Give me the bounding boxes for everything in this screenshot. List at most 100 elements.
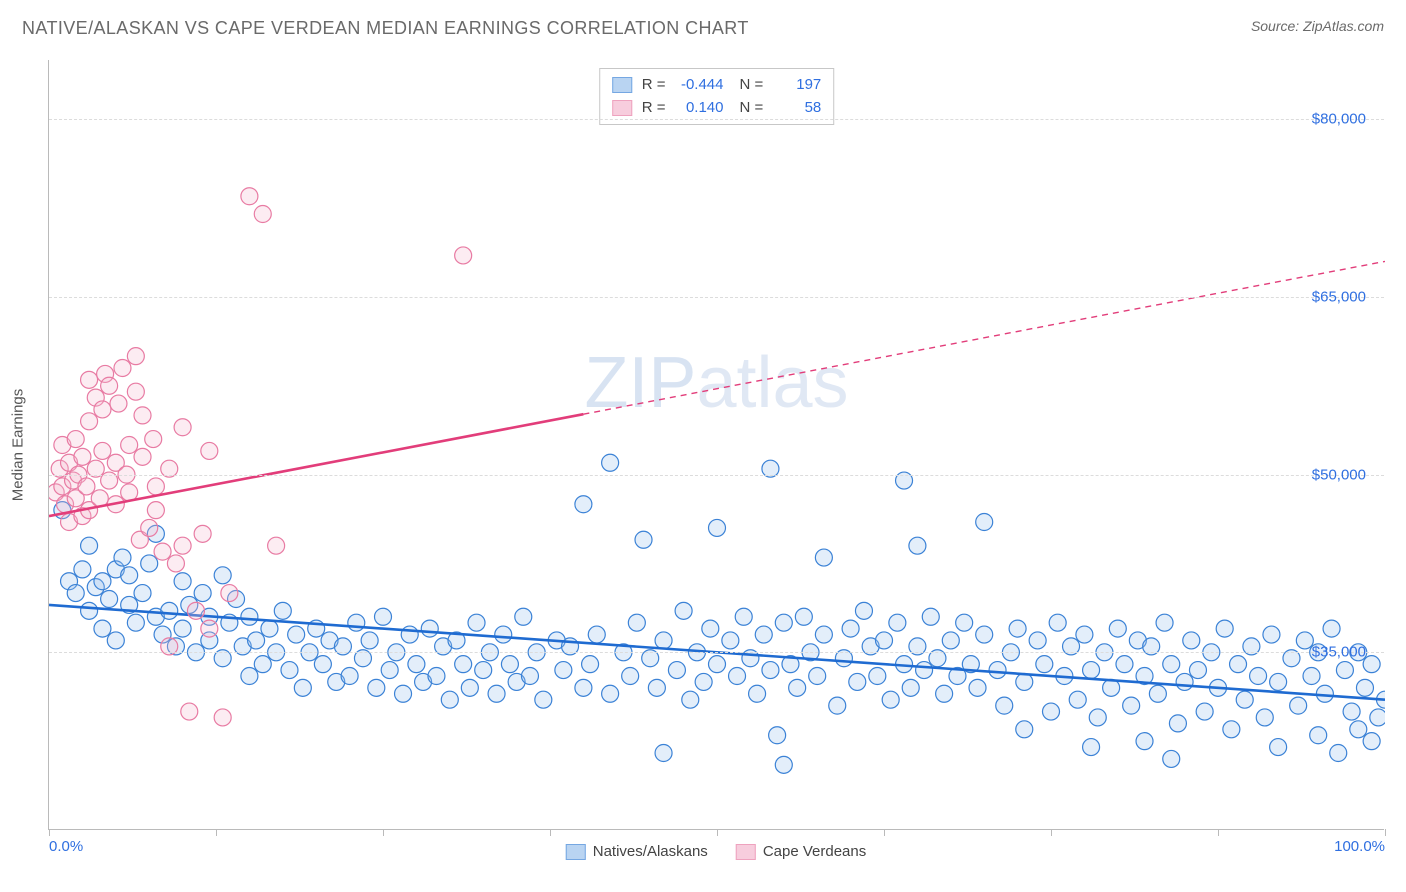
natives-point: [455, 656, 472, 673]
natives-point: [876, 632, 893, 649]
legend-swatch: [566, 844, 586, 860]
natives-point: [648, 679, 665, 696]
gridline-h: [49, 297, 1384, 298]
natives-point: [916, 662, 933, 679]
natives-point: [1069, 691, 1086, 708]
natives-point: [314, 656, 331, 673]
x-tick: [1218, 829, 1219, 836]
natives-point: [81, 602, 98, 619]
natives-point: [341, 668, 358, 685]
capeverdeans-point: [101, 377, 118, 394]
capeverdeans-point: [61, 514, 78, 531]
x-tick-label: 100.0%: [1334, 838, 1385, 855]
natives-point: [241, 668, 258, 685]
watermark: ZIPatlas: [584, 342, 848, 424]
capeverdeans-point: [221, 585, 238, 602]
natives-point: [121, 596, 138, 613]
natives-point: [1109, 620, 1126, 637]
capeverdeans-point: [114, 360, 131, 377]
legend-item-natives: Natives/Alaskans: [566, 843, 708, 860]
x-tick: [49, 829, 50, 836]
capeverdeans-point: [54, 478, 71, 495]
capeverdeans-point: [194, 525, 211, 542]
natives-point: [789, 679, 806, 696]
capeverdeans-point: [147, 502, 164, 519]
natives-point: [729, 668, 746, 685]
capeverdeans-point: [107, 496, 124, 513]
natives-point: [702, 620, 719, 637]
natives-point: [294, 679, 311, 696]
legend-label: Natives/Alaskans: [593, 843, 708, 860]
capeverdeans-point: [141, 519, 158, 536]
legend-item-capeverdeans: Cape Verdeans: [736, 843, 866, 860]
capeverdeans-point: [74, 448, 91, 465]
natives-point: [762, 662, 779, 679]
stats-r-label: R =: [642, 74, 666, 97]
capeverdeans-point: [241, 188, 258, 205]
natives-point: [321, 632, 338, 649]
natives-point: [107, 561, 124, 578]
natives-point: [468, 614, 485, 631]
natives-point: [375, 608, 392, 625]
natives-point: [775, 756, 792, 773]
capeverdeans-point: [181, 703, 198, 720]
capeverdeans-trend-solid: [49, 414, 583, 516]
stats-n-value: 197: [773, 74, 821, 97]
natives-point: [1330, 745, 1347, 762]
natives-point: [575, 496, 592, 513]
natives-point: [141, 555, 158, 572]
stats-r-value: 0.140: [676, 97, 724, 120]
natives-point: [735, 608, 752, 625]
capeverdeans-point: [81, 413, 98, 430]
natives-point: [288, 626, 305, 643]
natives-point: [121, 567, 138, 584]
natives-point: [134, 585, 151, 602]
natives-point: [782, 656, 799, 673]
chart-container: Median Earnings ZIPatlas R =-0.444N =197…: [48, 60, 1384, 830]
natives-point: [361, 632, 378, 649]
capeverdeans-point: [94, 442, 111, 459]
x-tick: [717, 829, 718, 836]
natives-point: [1076, 626, 1093, 643]
natives-point: [709, 656, 726, 673]
natives-point: [709, 519, 726, 536]
natives-point: [94, 620, 111, 637]
bottom-legend: Natives/Alaskans Cape Verdeans: [566, 843, 866, 860]
natives-point: [495, 626, 512, 643]
natives-point: [241, 608, 258, 625]
capeverdeans-point: [49, 484, 64, 501]
natives-point: [889, 614, 906, 631]
gridline-h: [49, 119, 1384, 120]
capeverdeans-point: [134, 407, 151, 424]
natives-point: [936, 685, 953, 702]
natives-point: [1236, 691, 1253, 708]
x-tick: [884, 829, 885, 836]
capeverdeans-point: [94, 401, 111, 418]
stats-swatch: [612, 100, 632, 116]
natives-point: [1136, 668, 1153, 685]
natives-point: [154, 626, 171, 643]
natives-point: [882, 691, 899, 708]
capeverdeans-point: [455, 247, 472, 264]
capeverdeans-point: [61, 454, 78, 471]
stats-n-value: 58: [773, 97, 821, 120]
stats-n-label: N =: [740, 74, 764, 97]
natives-point: [795, 608, 812, 625]
natives-point: [722, 632, 739, 649]
natives-point: [381, 662, 398, 679]
natives-point: [1016, 673, 1033, 690]
natives-point: [461, 679, 478, 696]
capeverdeans-point: [174, 419, 191, 436]
natives-point: [849, 673, 866, 690]
natives-point: [201, 632, 218, 649]
natives-point: [909, 537, 926, 554]
y-tick-label: $35,000: [1312, 644, 1366, 661]
natives-point: [1336, 662, 1353, 679]
y-tick-label: $80,000: [1312, 111, 1366, 128]
natives-point: [107, 632, 124, 649]
natives-point: [582, 656, 599, 673]
natives-point: [174, 573, 191, 590]
natives-point: [622, 668, 639, 685]
natives-point: [194, 585, 211, 602]
natives-point: [1377, 691, 1386, 708]
